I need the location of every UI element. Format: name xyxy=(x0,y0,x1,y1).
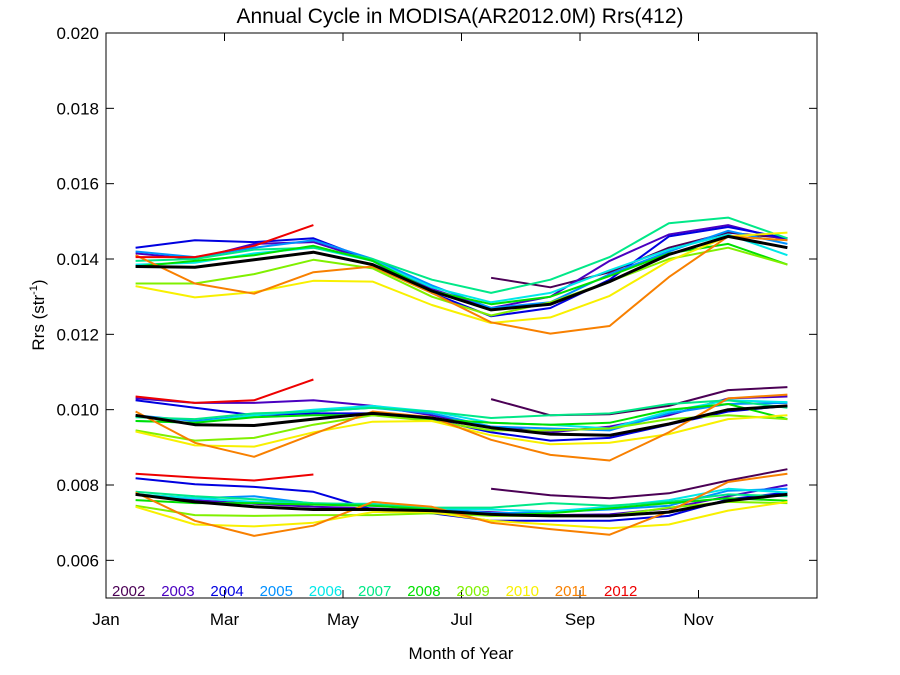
series-2006-lower-line xyxy=(135,487,788,513)
legend-item-2005: 2005 xyxy=(260,583,293,600)
legend: 2002 2003 2004 2005 2006 2007 2008 2009 2010 2011… xyxy=(112,583,637,600)
x-axis-label: Month of Year xyxy=(409,644,514,663)
y-axis-label: Rrs (str-1) xyxy=(28,279,48,350)
series-2011-upper-line xyxy=(135,235,788,335)
y-tick-label-4: 0.014 xyxy=(56,250,99,269)
series-mean-lower-line xyxy=(135,492,788,518)
series-2009-middle-line xyxy=(135,414,788,442)
series-2002-lower-line xyxy=(490,468,788,500)
series-2011-middle-line xyxy=(135,393,788,462)
legend-item-2008: 2008 xyxy=(407,583,440,600)
x-tick-label-1: Mar xyxy=(210,610,240,629)
series-mean-upper-line xyxy=(135,234,788,312)
y-axis-label-exponent: -1 xyxy=(28,285,40,295)
series-2012-middle-line xyxy=(135,378,314,404)
axes: Jan Mar May Jul Sep Nov 0.006 0.008 0.010 0.012 0.… xyxy=(56,24,817,629)
legend-item-2004: 2004 xyxy=(210,583,243,600)
legend-item-2010: 2010 xyxy=(506,583,539,600)
series-2011-lower-line xyxy=(135,472,788,537)
legend-item-2002: 2002 xyxy=(112,583,145,600)
y-tick-label-3: 0.012 xyxy=(56,325,99,344)
series-2012-lower-line xyxy=(135,472,314,482)
series-2007-lower-line xyxy=(135,490,788,509)
series-2008-middle-line xyxy=(135,403,788,426)
y-tick-label-7: 0.020 xyxy=(56,24,99,43)
x-tick-label-0: Jan xyxy=(92,610,119,629)
y-tick-label-6: 0.018 xyxy=(56,99,99,118)
x-tick-label-2: May xyxy=(327,610,360,629)
series-2002-middle-line xyxy=(490,386,788,417)
y-tick-label-2: 0.010 xyxy=(56,401,99,420)
legend-item-2003: 2003 xyxy=(161,583,194,600)
x-tick-label-4: Sep xyxy=(565,610,595,629)
y-axis-label-close: ) xyxy=(29,279,48,285)
series-2007-upper-line xyxy=(135,216,788,294)
x-tick-label-3: Jul xyxy=(451,610,473,629)
y-tick-label-5: 0.016 xyxy=(56,175,99,194)
legend-item-2011: 2011 xyxy=(555,583,587,600)
series-2012-upper-line xyxy=(135,224,314,259)
legend-item-2006: 2006 xyxy=(309,583,342,600)
y-tick-label-1: 0.008 xyxy=(56,476,99,495)
legend-item-2009: 2009 xyxy=(456,583,489,600)
plot-lines xyxy=(135,216,788,537)
y-tick-label-0: 0.006 xyxy=(56,551,99,570)
y-axis-label-text: Rrs (str xyxy=(29,295,48,351)
chart-title: Annual Cycle in MODISA(AR2012.0M) Rrs(41… xyxy=(237,5,684,28)
series-2010-lower-line xyxy=(135,500,788,530)
legend-item-2012: 2012 xyxy=(604,583,637,600)
series-2006-upper-line xyxy=(135,233,788,304)
series-2007-middle-line xyxy=(135,399,788,421)
x-tick-label-5: Nov xyxy=(683,610,714,629)
legend-item-2007: 2007 xyxy=(358,583,391,600)
series-mean-middle-line xyxy=(135,404,788,437)
series-2004-upper-line xyxy=(135,226,788,318)
